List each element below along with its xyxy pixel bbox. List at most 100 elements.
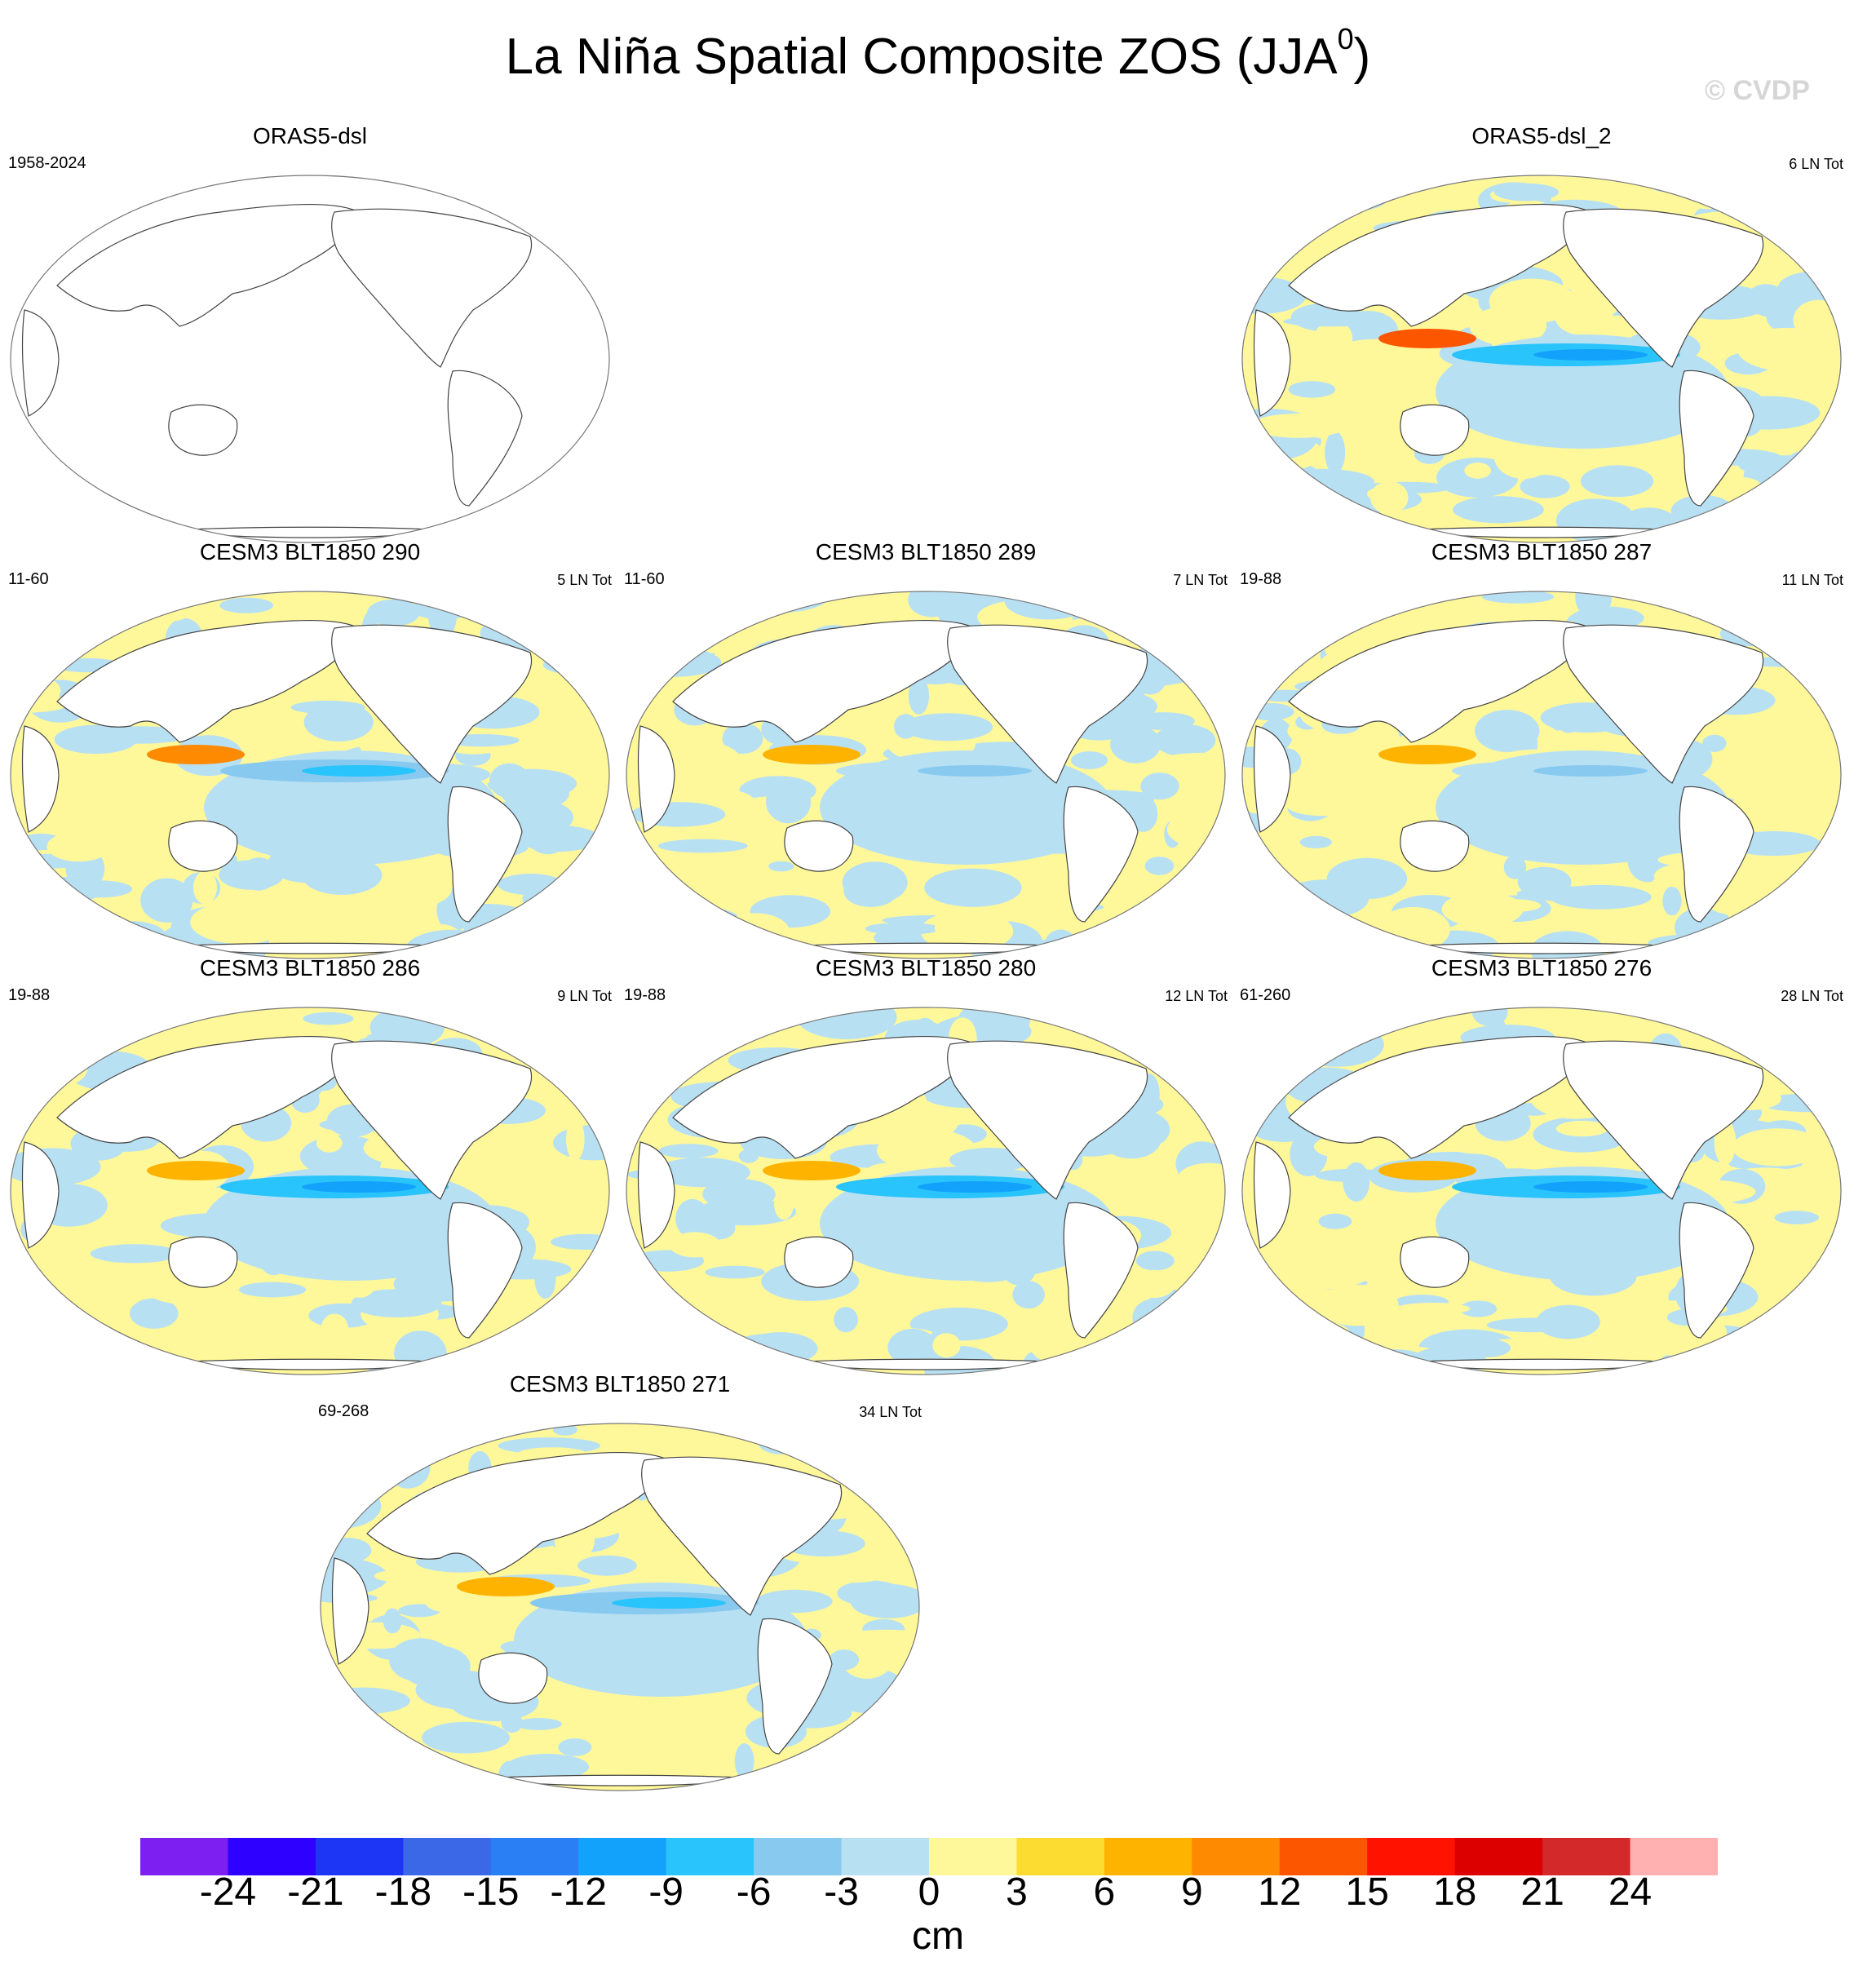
map-border (1241, 591, 1842, 959)
anomaly-blob (670, 1699, 688, 1728)
colorbar-box (1016, 1838, 1105, 1875)
anomaly-blob (1781, 1299, 1841, 1313)
map-panel: ORAS5-dsl 1958-2024 (8, 122, 612, 543)
continent-outline (1288, 203, 1591, 327)
panel-year-range: 19-88 (624, 986, 666, 1004)
anomaly-blob (140, 878, 193, 923)
anomaly-blob (908, 677, 930, 715)
anomaly-blob (1743, 888, 1827, 921)
anomaly-blob (1776, 1011, 1814, 1051)
anomaly-blob (1662, 886, 1682, 916)
anomaly-blob (366, 870, 452, 909)
anomaly-blob (829, 1649, 860, 1671)
anomaly-blob (1503, 855, 1527, 879)
continent-outline (1288, 1035, 1591, 1159)
anomaly-blob (584, 1087, 601, 1112)
continent-outline (1400, 820, 1470, 872)
anomaly-blob (1486, 1317, 1582, 1333)
map-border (626, 1007, 1226, 1375)
panel-title: CESM3 BLT1850 276 (1431, 955, 1653, 981)
continent-outline (331, 208, 533, 368)
panel-event-count: 11 LN Tot (1781, 572, 1843, 588)
panel-event-count: 6 LN Tot (1789, 156, 1843, 172)
anomaly-blob (1753, 1224, 1785, 1258)
anomaly-blob (1370, 759, 1435, 789)
continent-outline (447, 370, 523, 507)
anomaly-blob (1343, 1162, 1370, 1202)
anomaly-blob (1101, 1119, 1161, 1159)
anomaly-blob (669, 1232, 720, 1258)
anomaly-blob (1395, 1303, 1471, 1315)
anomaly-blob (1071, 751, 1108, 769)
anomaly-blob (1773, 1007, 1818, 1041)
anomaly-blob (1783, 792, 1813, 827)
anomaly-blob (1366, 487, 1397, 501)
anomaly-blob (1806, 444, 1823, 485)
anomaly-blob (498, 609, 538, 634)
anomaly-blob (1140, 773, 1179, 800)
anomaly-blob (628, 648, 722, 677)
anomaly-blob (1260, 188, 1330, 214)
continent-outline (168, 1236, 238, 1288)
anomaly-blob (71, 1282, 110, 1319)
anomaly-blob (1012, 1281, 1045, 1309)
colorbar-box (1630, 1838, 1718, 1875)
anomaly-blob (719, 591, 797, 609)
colorbar-tick-label: 9 (1180, 1871, 1203, 1914)
anomaly-blob (1441, 892, 1524, 928)
anomaly-blob (703, 1708, 768, 1726)
equatorial-pacific-core (1533, 1181, 1648, 1193)
continent-outline (947, 624, 1148, 784)
continent-outline (1679, 786, 1754, 923)
anomaly-blob (1120, 1335, 1182, 1353)
continent-outline (1400, 1236, 1470, 1288)
continent-outline (1400, 404, 1470, 456)
anomaly-blob (582, 1268, 607, 1303)
anomaly-blob (561, 633, 608, 661)
anomaly-blob (949, 1148, 1032, 1172)
anomaly-blob (1580, 465, 1654, 498)
anomaly-blob (1244, 591, 1277, 613)
anomaly-blob (1334, 1012, 1380, 1034)
map-border (10, 591, 610, 959)
anomaly-blob (49, 1010, 131, 1023)
anomaly-blob (1131, 712, 1195, 730)
panel-event-count: 34 LN Tot (859, 1404, 922, 1420)
main-title-text: La Niña Spatial Composite ZOS (JJA (505, 29, 1338, 85)
anomaly-blob (1299, 835, 1332, 848)
map-svg (10, 175, 610, 543)
anomaly-blob (1360, 339, 1404, 374)
anomaly-blob (1325, 431, 1346, 474)
map-svg (1241, 175, 1842, 543)
colorbar-tick-label: 15 (1345, 1871, 1389, 1914)
anomaly-blob (1154, 724, 1216, 757)
continent-outline (56, 203, 360, 327)
continent-outline (366, 1451, 670, 1575)
continent-outline (447, 786, 523, 923)
anomaly-blob (774, 764, 821, 778)
anomaly-blob (219, 860, 284, 890)
anomaly-blob (11, 595, 69, 628)
continent-outline (56, 1035, 360, 1159)
anomaly-blob (1763, 610, 1799, 650)
anomaly-blob (1453, 496, 1544, 524)
anomaly-blob (219, 597, 274, 613)
panel-year-range: 69-268 (318, 1402, 369, 1420)
anomaly-blob (303, 1012, 354, 1025)
anomaly-blob (1369, 1349, 1406, 1375)
continent-outline (1679, 370, 1754, 507)
colorbar-tick-label: 3 (1006, 1871, 1028, 1914)
equatorial-pacific-core (918, 765, 1032, 777)
anomaly-blob (627, 1326, 661, 1353)
anomaly-blob (1183, 653, 1210, 665)
anomaly-blob (566, 1118, 585, 1161)
anomaly-blob (1245, 1264, 1269, 1282)
anomaly-blob (460, 918, 550, 954)
colorbar-box (841, 1838, 930, 1875)
panel-year-range: 19-88 (1240, 570, 1282, 588)
continent-outline (447, 1202, 523, 1339)
anomaly-blob (1132, 1299, 1172, 1336)
anomaly-blob (1270, 1319, 1351, 1349)
anomaly-blob (574, 628, 609, 668)
anomaly-blob (1250, 414, 1347, 438)
